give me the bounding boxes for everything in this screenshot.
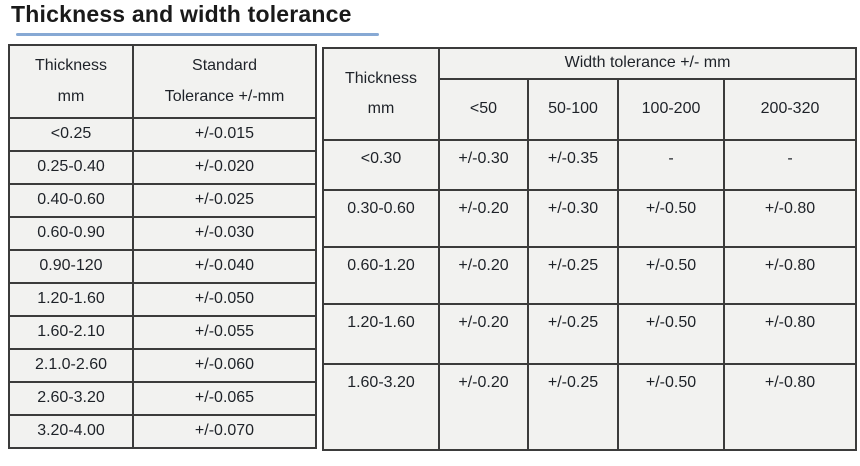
table-cell: +/-0.25	[527, 246, 619, 305]
table-cell: +/-0.30	[527, 189, 619, 248]
table-cell: 1.20-1.60	[322, 303, 440, 365]
table-row: 1.20-1.60 +/-0.20 +/-0.25 +/-0.50 +/-0.8…	[322, 303, 858, 365]
table-cell: 1.60-3.20	[322, 363, 440, 451]
table-row: 1.60-3.20 +/-0.20 +/-0.25 +/-0.50 +/-0.8…	[322, 363, 858, 451]
table-cell: +/-0.25	[527, 363, 619, 451]
table-row: 0.40-0.60 +/-0.025	[8, 183, 317, 218]
table-cell: 2.1.0-2.60	[8, 348, 134, 383]
table-row: 0.90-120 +/-0.040	[8, 249, 317, 284]
table-cell: +/-0.50	[617, 189, 725, 248]
table-cell: +/-0.20	[438, 363, 529, 451]
header-line: Thickness	[34, 57, 108, 75]
table-row: 0.30-0.60 +/-0.20 +/-0.30 +/-0.50 +/-0.8…	[322, 189, 858, 248]
column-header-width-under-50: <50	[438, 78, 529, 141]
table-cell: +/-0.80	[722, 189, 858, 248]
table-cell: <0.25	[8, 117, 134, 152]
table-cell: +/-0.20	[438, 303, 529, 365]
table-cell: +/-0.055	[132, 315, 317, 350]
column-header-width-100-200: 100-200	[617, 78, 725, 141]
table-cell: +/-0.50	[617, 303, 725, 365]
table-header-row: <50 50-100 100-200 200-320	[323, 78, 858, 141]
table-cell: -	[617, 139, 725, 191]
table-row: 3.20-4.00 +/-0.070	[8, 414, 317, 449]
table-cell: +/-0.065	[132, 381, 317, 416]
table-cell: +/-0.50	[617, 246, 725, 305]
table-cell: +/-0.20	[438, 189, 529, 248]
table-cell: +/-0.020	[132, 150, 317, 185]
header-line: Thickness	[344, 69, 418, 87]
column-header-width-tolerance: Width tolerance +/- mm	[437, 47, 858, 80]
table-cell: +/-0.80	[722, 303, 858, 365]
table-cell: +/-0.060	[132, 348, 317, 383]
table-cell: 0.25-0.40	[8, 150, 134, 185]
table-cell: 0.90-120	[8, 249, 134, 284]
header-line: mm	[367, 100, 395, 117]
standard-tolerance-table: Thickness mm Standard Tolerance +/-mm <0…	[8, 44, 317, 449]
header-line: mm	[57, 87, 85, 105]
table-cell: +/-0.015	[132, 117, 317, 152]
header-line: Tolerance +/-mm	[164, 87, 285, 105]
table-cell: 0.30-0.60	[322, 189, 440, 248]
table-header-row: Thickness mm Standard Tolerance +/-mm	[8, 44, 317, 119]
column-header-thickness: Thickness mm	[8, 44, 134, 119]
table-cell: 2.60-3.20	[8, 381, 134, 416]
table-cell: +/-0.30	[438, 139, 529, 191]
table-row: 0.60-1.20 +/-0.20 +/-0.25 +/-0.50 +/-0.8…	[322, 246, 858, 305]
table-cell: 0.60-0.90	[8, 216, 134, 251]
table-cell: +/-0.35	[527, 139, 619, 191]
table-cell: +/-0.030	[132, 216, 317, 251]
table-row: 0.25-0.40 +/-0.020	[8, 150, 317, 185]
table-cell: 0.40-0.60	[8, 183, 134, 218]
table-row: 0.60-0.90 +/-0.030	[8, 216, 317, 251]
table-cell: +/-0.025	[132, 183, 317, 218]
title-underline	[16, 33, 379, 36]
table-cell: +/-0.80	[722, 363, 858, 451]
table-row: 1.20-1.60 +/-0.050	[8, 282, 317, 317]
table-cell: -	[722, 139, 858, 191]
column-header-width-50-100: 50-100	[527, 78, 619, 141]
page-title: Thickness and width tolerance	[11, 1, 352, 27]
table-cell: 0.60-1.20	[322, 246, 440, 305]
table-row: 2.1.0-2.60 +/-0.060	[8, 348, 317, 383]
table-cell: <0.30	[322, 139, 440, 191]
table-cell: 3.20-4.00	[8, 414, 134, 449]
table-cell: +/-0.070	[132, 414, 317, 449]
table-cell: +/-0.25	[527, 303, 619, 365]
table-row: 1.60-2.10 +/-0.055	[8, 315, 317, 350]
table-header-row: Thickness mm Width tolerance +/- mm	[322, 47, 858, 141]
table-row: <0.25 +/-0.015	[8, 117, 317, 152]
table-cell: +/-0.040	[132, 249, 317, 284]
table-cell: +/-0.80	[722, 246, 858, 305]
column-header-thickness: Thickness mm	[322, 47, 440, 141]
table-cell: 1.20-1.60	[8, 282, 134, 317]
column-header-width-200-320: 200-320	[722, 78, 858, 141]
header-line: Standard	[192, 57, 257, 75]
table-row: 2.60-3.20 +/-0.065	[8, 381, 317, 416]
table-cell: +/-0.50	[617, 363, 725, 451]
table-row: <0.30 +/-0.30 +/-0.35 - -	[322, 139, 858, 191]
table-cell: 1.60-2.10	[8, 315, 134, 350]
table-cell: +/-0.050	[132, 282, 317, 317]
table-cell: +/-0.20	[438, 246, 529, 305]
width-tolerance-table: Thickness mm Width tolerance +/- mm <50 …	[322, 47, 858, 451]
column-header-standard-tolerance: Standard Tolerance +/-mm	[132, 44, 317, 119]
